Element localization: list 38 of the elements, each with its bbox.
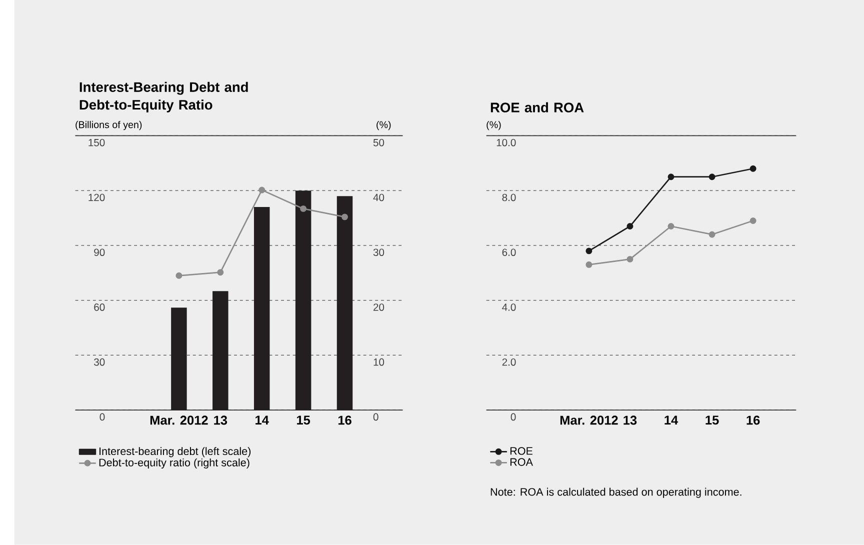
x-tick-label: 16 <box>746 416 760 425</box>
text: Note: ROA is calculated based on operating income. <box>490 488 742 498</box>
y-tick-label: 120 <box>88 194 105 202</box>
chart-title: ROE and ROA <box>490 102 584 112</box>
legend-label: Debt-to-equity ratio (right scale) <box>99 458 250 469</box>
x-tick-label: 14 <box>664 416 678 425</box>
x-tick-label: 13 <box>624 416 637 425</box>
y-tick-label: 60 <box>94 304 105 311</box>
x-tick-label: 15 <box>296 416 310 425</box>
y-tick-label: 6.0 <box>502 248 516 256</box>
y-tick-label: 4.0 <box>502 304 516 311</box>
y2-tick-label: 0 <box>373 413 378 421</box>
y-tick-label: 2.0 <box>502 358 516 366</box>
y-axis-title: (%) <box>486 121 501 130</box>
legend-label: ROE <box>510 447 533 455</box>
y2-axis-title: (%) <box>376 121 391 130</box>
y2-tick-label: 10 <box>374 358 384 366</box>
x-tick-label: Mar. 2012 <box>560 416 618 425</box>
y-tick-label: 8.0 <box>502 194 516 202</box>
y2-tick-label: 20 <box>374 304 384 311</box>
y-tick-label: 0 <box>100 413 105 421</box>
y-tick-label: 90 <box>94 248 105 256</box>
y2-tick-label: 30 <box>373 248 384 256</box>
x-tick-label: 15 <box>706 416 719 425</box>
x-tick-label: 13 <box>214 416 228 425</box>
y-tick-label: 150 <box>88 139 105 146</box>
x-tick-label: Mar. 2012 <box>150 416 208 425</box>
y2-tick-label: 50 <box>373 139 384 146</box>
y-axis-title: (Billions of yen) <box>76 121 142 130</box>
y2-tick-label: 40 <box>373 194 384 202</box>
y-tick-label: 0 <box>510 413 516 421</box>
chart-title: Interest-Bearing Debt and Debt-to-Equity Ratio <box>80 82 248 112</box>
y-tick-label: 10.0 <box>496 139 516 146</box>
legend-label: Interest-bearing debt (left scale) <box>100 447 251 458</box>
x-tick-label: 14 <box>256 416 269 425</box>
x-tick-label: 16 <box>338 416 352 425</box>
y-tick-label: 30 <box>94 358 105 366</box>
legend-label: ROA <box>510 458 533 466</box>
